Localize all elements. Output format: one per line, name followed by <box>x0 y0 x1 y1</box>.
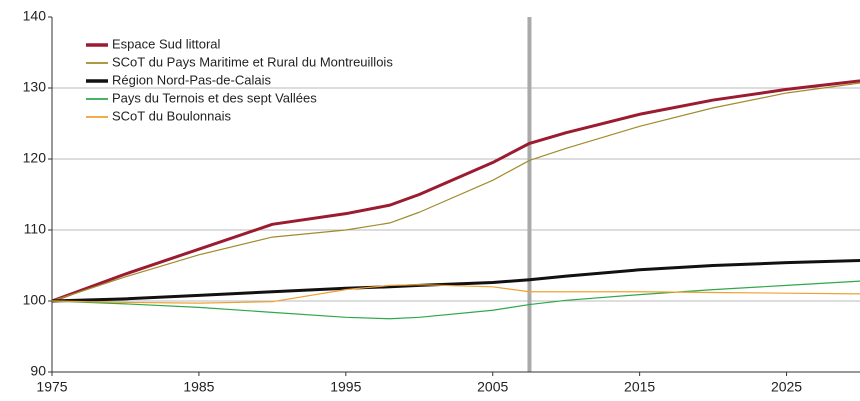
y-tick-label: 90 <box>30 363 46 379</box>
x-tick-label: 1985 <box>183 379 214 395</box>
legend-label: Région Nord-Pas-de-Calais <box>112 72 271 87</box>
x-tick-label: 2015 <box>624 379 655 395</box>
x-tick-label: 1975 <box>36 379 67 395</box>
x-tick-label: 1995 <box>330 379 361 395</box>
series-line <box>51 284 860 304</box>
y-tick-label: 100 <box>23 292 47 308</box>
x-tick-label: 2025 <box>771 379 802 395</box>
series-line <box>51 79 860 303</box>
legend-label: Pays du Ternois et des sept Vallées <box>112 90 317 105</box>
y-tick-label: 140 <box>23 8 47 24</box>
y-tick-label: 130 <box>23 79 47 95</box>
y-tick-label: 110 <box>24 221 47 237</box>
series-line <box>51 259 860 303</box>
legend-label: SCoT du Pays Maritime et Rural du Montre… <box>112 54 393 69</box>
legend-label: SCoT du Boulonnais <box>112 108 232 123</box>
y-tick-label: 120 <box>23 150 47 166</box>
legend-label: Espace Sud littoral <box>112 36 221 51</box>
series-line <box>51 280 860 320</box>
x-tick-label: 2005 <box>477 379 508 395</box>
series-line <box>51 82 860 302</box>
